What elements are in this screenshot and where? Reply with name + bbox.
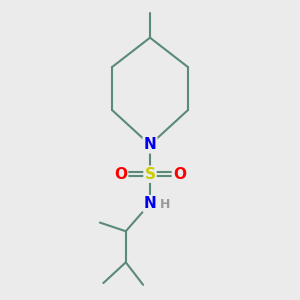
Text: O: O [173, 167, 186, 182]
Text: S: S [145, 167, 155, 182]
Text: N: N [144, 196, 156, 211]
Text: N: N [144, 137, 156, 152]
Text: O: O [114, 167, 127, 182]
Text: H: H [160, 199, 170, 212]
